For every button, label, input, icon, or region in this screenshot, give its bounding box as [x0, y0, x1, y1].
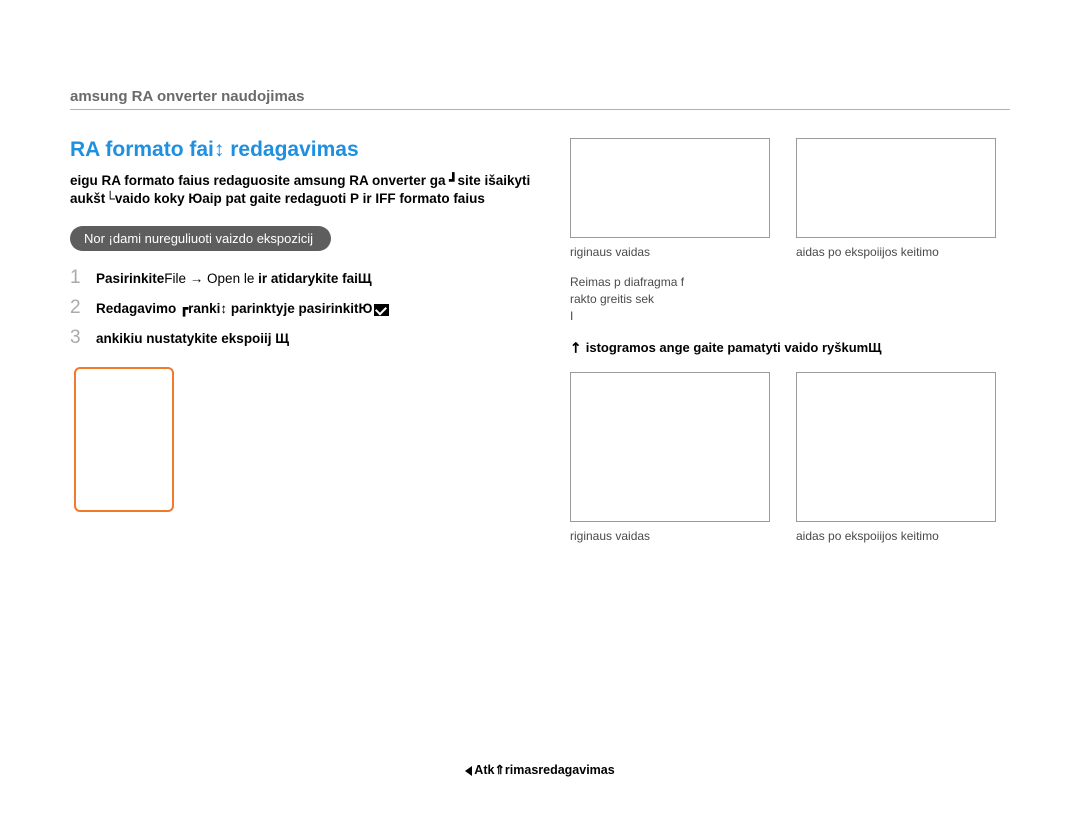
image-placeholder	[570, 372, 770, 522]
step-number: 3	[70, 327, 86, 349]
step-number: 1	[70, 267, 86, 289]
step-text-bold: Redagavimo ┏ranki↕ parinktyje pasirinkit…	[96, 301, 372, 316]
note-text: ↗istogramos ange gaite pamatyti vaido ry…	[570, 339, 1010, 356]
section-header: amsung RA onverter naudojimas	[70, 88, 1010, 110]
step-text-bold: Pasirinkite	[96, 271, 164, 286]
image-row	[570, 138, 1010, 238]
image-placeholder	[796, 138, 996, 238]
image-placeholder	[796, 372, 996, 522]
intro-text: eigu RA formato faius redaguosite amsung…	[70, 172, 540, 208]
step-text-normal: File → Open le	[164, 271, 258, 286]
page-title: RA formato fai↕ redagavimas	[70, 138, 540, 162]
step-item: 2 Redagavimo ┏ranki↕ parinktyje pasirink…	[70, 297, 540, 319]
arrow-icon: ↗	[566, 337, 586, 357]
step-text-bold: ankikiu nustatykite ekspoiij Щ	[96, 331, 289, 346]
image-row	[570, 372, 1010, 522]
step-text-bold: ir atidarykite faiЩ	[258, 271, 372, 286]
image-caption: riginaus vaidas	[570, 528, 770, 544]
image-caption: riginaus vaidas	[570, 244, 770, 260]
meta-text: Reimas p diafragma f rakto greitis sek I	[570, 274, 1010, 324]
step-number: 2	[70, 297, 86, 319]
tool-icon	[374, 304, 389, 316]
steps-list: 1 PasirinkiteFile → Open le ir atidaryki…	[70, 267, 540, 349]
footer-label: Atk⇑rimasredagavimas	[474, 763, 614, 777]
highlight-box	[74, 367, 174, 512]
note-label: istogramos ange gaite pamatyti vaido ryš…	[586, 340, 882, 355]
image-placeholder	[570, 138, 770, 238]
step-item: 1 PasirinkiteFile → Open le ir atidaryki…	[70, 267, 540, 289]
footer-text: Atk⇑rimasredagavimas	[0, 762, 1080, 777]
triangle-left-icon	[465, 766, 472, 776]
subsection-pill: Nor ¡dami nureguliuoti vaizdo ekspozicij	[70, 226, 331, 251]
image-caption: aidas po ekspoiijos keitimo	[796, 244, 996, 260]
image-caption: aidas po ekspoiijos keitimo	[796, 528, 996, 544]
step-item: 3 ankikiu nustatykite ekspoiij Щ	[70, 327, 540, 349]
